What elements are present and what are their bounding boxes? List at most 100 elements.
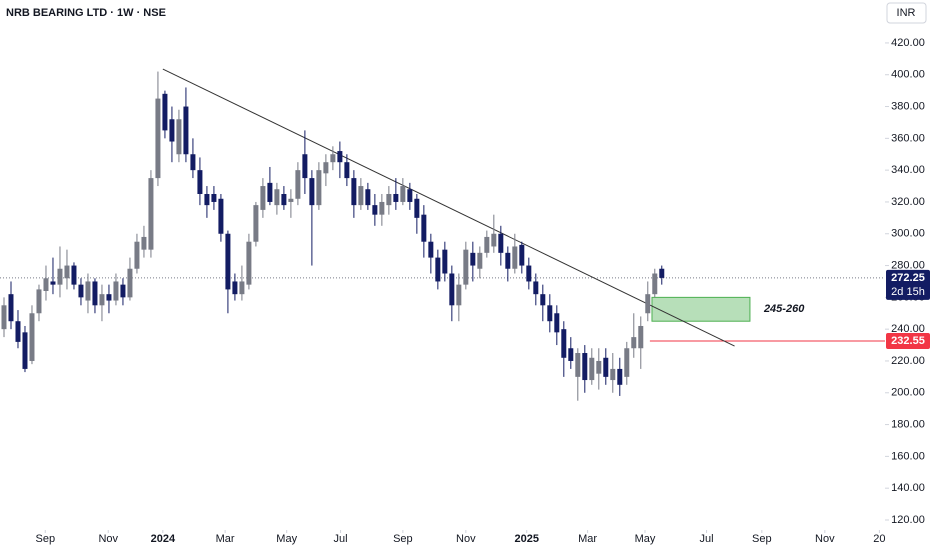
x-tick-label: Nov bbox=[815, 533, 835, 545]
candle-body bbox=[43, 278, 49, 291]
candle-body bbox=[323, 162, 329, 174]
level-label: 232.55 bbox=[891, 335, 925, 347]
x-tick-label: Nov bbox=[98, 533, 118, 545]
candle-body bbox=[659, 268, 665, 278]
candle-body bbox=[309, 178, 315, 206]
candle-body bbox=[631, 337, 637, 349]
candle-body bbox=[526, 265, 532, 282]
candle-body bbox=[491, 233, 497, 247]
candle-body bbox=[127, 268, 133, 298]
y-tick-label: 420.00 bbox=[891, 37, 925, 49]
candle-body bbox=[246, 241, 252, 285]
candle-body bbox=[554, 313, 560, 333]
candle-body bbox=[393, 193, 399, 202]
x-tick-label: 2025 bbox=[514, 533, 538, 545]
candle-body bbox=[519, 244, 525, 266]
candle-body bbox=[295, 170, 301, 199]
candle-body bbox=[239, 281, 245, 295]
candle-body bbox=[155, 98, 161, 179]
y-tick-label: 140.00 bbox=[891, 482, 925, 494]
candle-body bbox=[456, 284, 462, 306]
candle-body bbox=[561, 329, 567, 358]
candle-body bbox=[141, 236, 147, 250]
x-tick-label: Sep bbox=[35, 533, 55, 545]
candle-body bbox=[596, 360, 602, 374]
candle-body bbox=[99, 294, 105, 306]
y-tick-label: 220.00 bbox=[891, 355, 925, 367]
candle-body bbox=[29, 313, 35, 361]
candle-body bbox=[428, 241, 434, 258]
x-tick-label: Nov bbox=[456, 533, 476, 545]
candle-body bbox=[15, 321, 21, 342]
candle-body bbox=[260, 186, 266, 210]
candle-body bbox=[232, 281, 238, 295]
x-tick-label: Sep bbox=[393, 533, 413, 545]
candle-body bbox=[71, 265, 77, 285]
candle-body bbox=[589, 357, 595, 381]
candle-body bbox=[218, 198, 224, 234]
candle-body bbox=[575, 353, 581, 377]
candle-body bbox=[274, 189, 280, 206]
candle-body bbox=[610, 368, 616, 381]
x-tick-label: Sep bbox=[752, 533, 772, 545]
y-tick-label: 340.00 bbox=[891, 164, 925, 176]
candle-body bbox=[484, 236, 490, 253]
candle-body bbox=[505, 252, 511, 269]
candle-body bbox=[92, 281, 98, 306]
y-tick-label: 300.00 bbox=[891, 228, 925, 240]
candle-body bbox=[421, 214, 427, 242]
candle-body bbox=[78, 284, 84, 298]
candle-body bbox=[8, 294, 14, 322]
x-tick-label: 20 bbox=[873, 533, 885, 545]
x-tick-label: Mar bbox=[578, 533, 597, 545]
candle-body bbox=[624, 348, 630, 377]
candle-body bbox=[407, 189, 413, 202]
candle-body bbox=[372, 205, 378, 215]
candle-body bbox=[57, 268, 63, 285]
candle-body bbox=[344, 162, 350, 179]
candle-body bbox=[50, 281, 56, 285]
x-tick-label: Jul bbox=[700, 533, 714, 545]
candle-body bbox=[148, 178, 154, 250]
countdown: 2d 15h bbox=[891, 286, 925, 298]
candle-body bbox=[351, 178, 357, 206]
candle-body bbox=[442, 249, 448, 274]
y-tick-label: 400.00 bbox=[891, 69, 925, 81]
y-tick-label: 160.00 bbox=[891, 450, 925, 462]
y-tick-label: 120.00 bbox=[891, 514, 925, 526]
candle-body bbox=[645, 294, 651, 314]
candle-body bbox=[1, 305, 7, 330]
candle-body bbox=[85, 281, 91, 301]
x-tick-label: 2024 bbox=[151, 533, 176, 545]
candle-body bbox=[113, 281, 119, 301]
candle-body bbox=[169, 119, 175, 142]
currency[interactable]: INR bbox=[897, 7, 916, 19]
candle-body bbox=[267, 182, 273, 202]
candle-body bbox=[225, 233, 231, 290]
candle-body bbox=[449, 273, 455, 306]
candle-body bbox=[379, 201, 385, 215]
candle-body bbox=[64, 265, 70, 279]
candle-body bbox=[477, 252, 483, 269]
currency-box[interactable] bbox=[886, 2, 927, 24]
candle-body bbox=[470, 252, 476, 266]
y-tick-label: 200.00 bbox=[891, 387, 925, 399]
candle-body bbox=[498, 233, 504, 253]
candle-body bbox=[36, 289, 42, 314]
chart-title: NRB BEARING LTD · 1W · NSE bbox=[6, 7, 166, 19]
level-tag bbox=[886, 333, 930, 350]
candle-body bbox=[211, 193, 217, 202]
candle-body bbox=[106, 294, 112, 301]
candle-body bbox=[288, 198, 294, 202]
x-tick-label: May bbox=[635, 533, 656, 545]
candle-body bbox=[316, 170, 322, 206]
candle-body bbox=[22, 332, 28, 369]
y-tick-label: 280.00 bbox=[891, 259, 925, 271]
candle-body bbox=[400, 186, 406, 202]
candle-body bbox=[162, 93, 168, 131]
candle-body bbox=[582, 353, 588, 381]
candle-body bbox=[253, 205, 259, 242]
candle-body bbox=[204, 193, 210, 206]
candle-body bbox=[414, 198, 420, 218]
